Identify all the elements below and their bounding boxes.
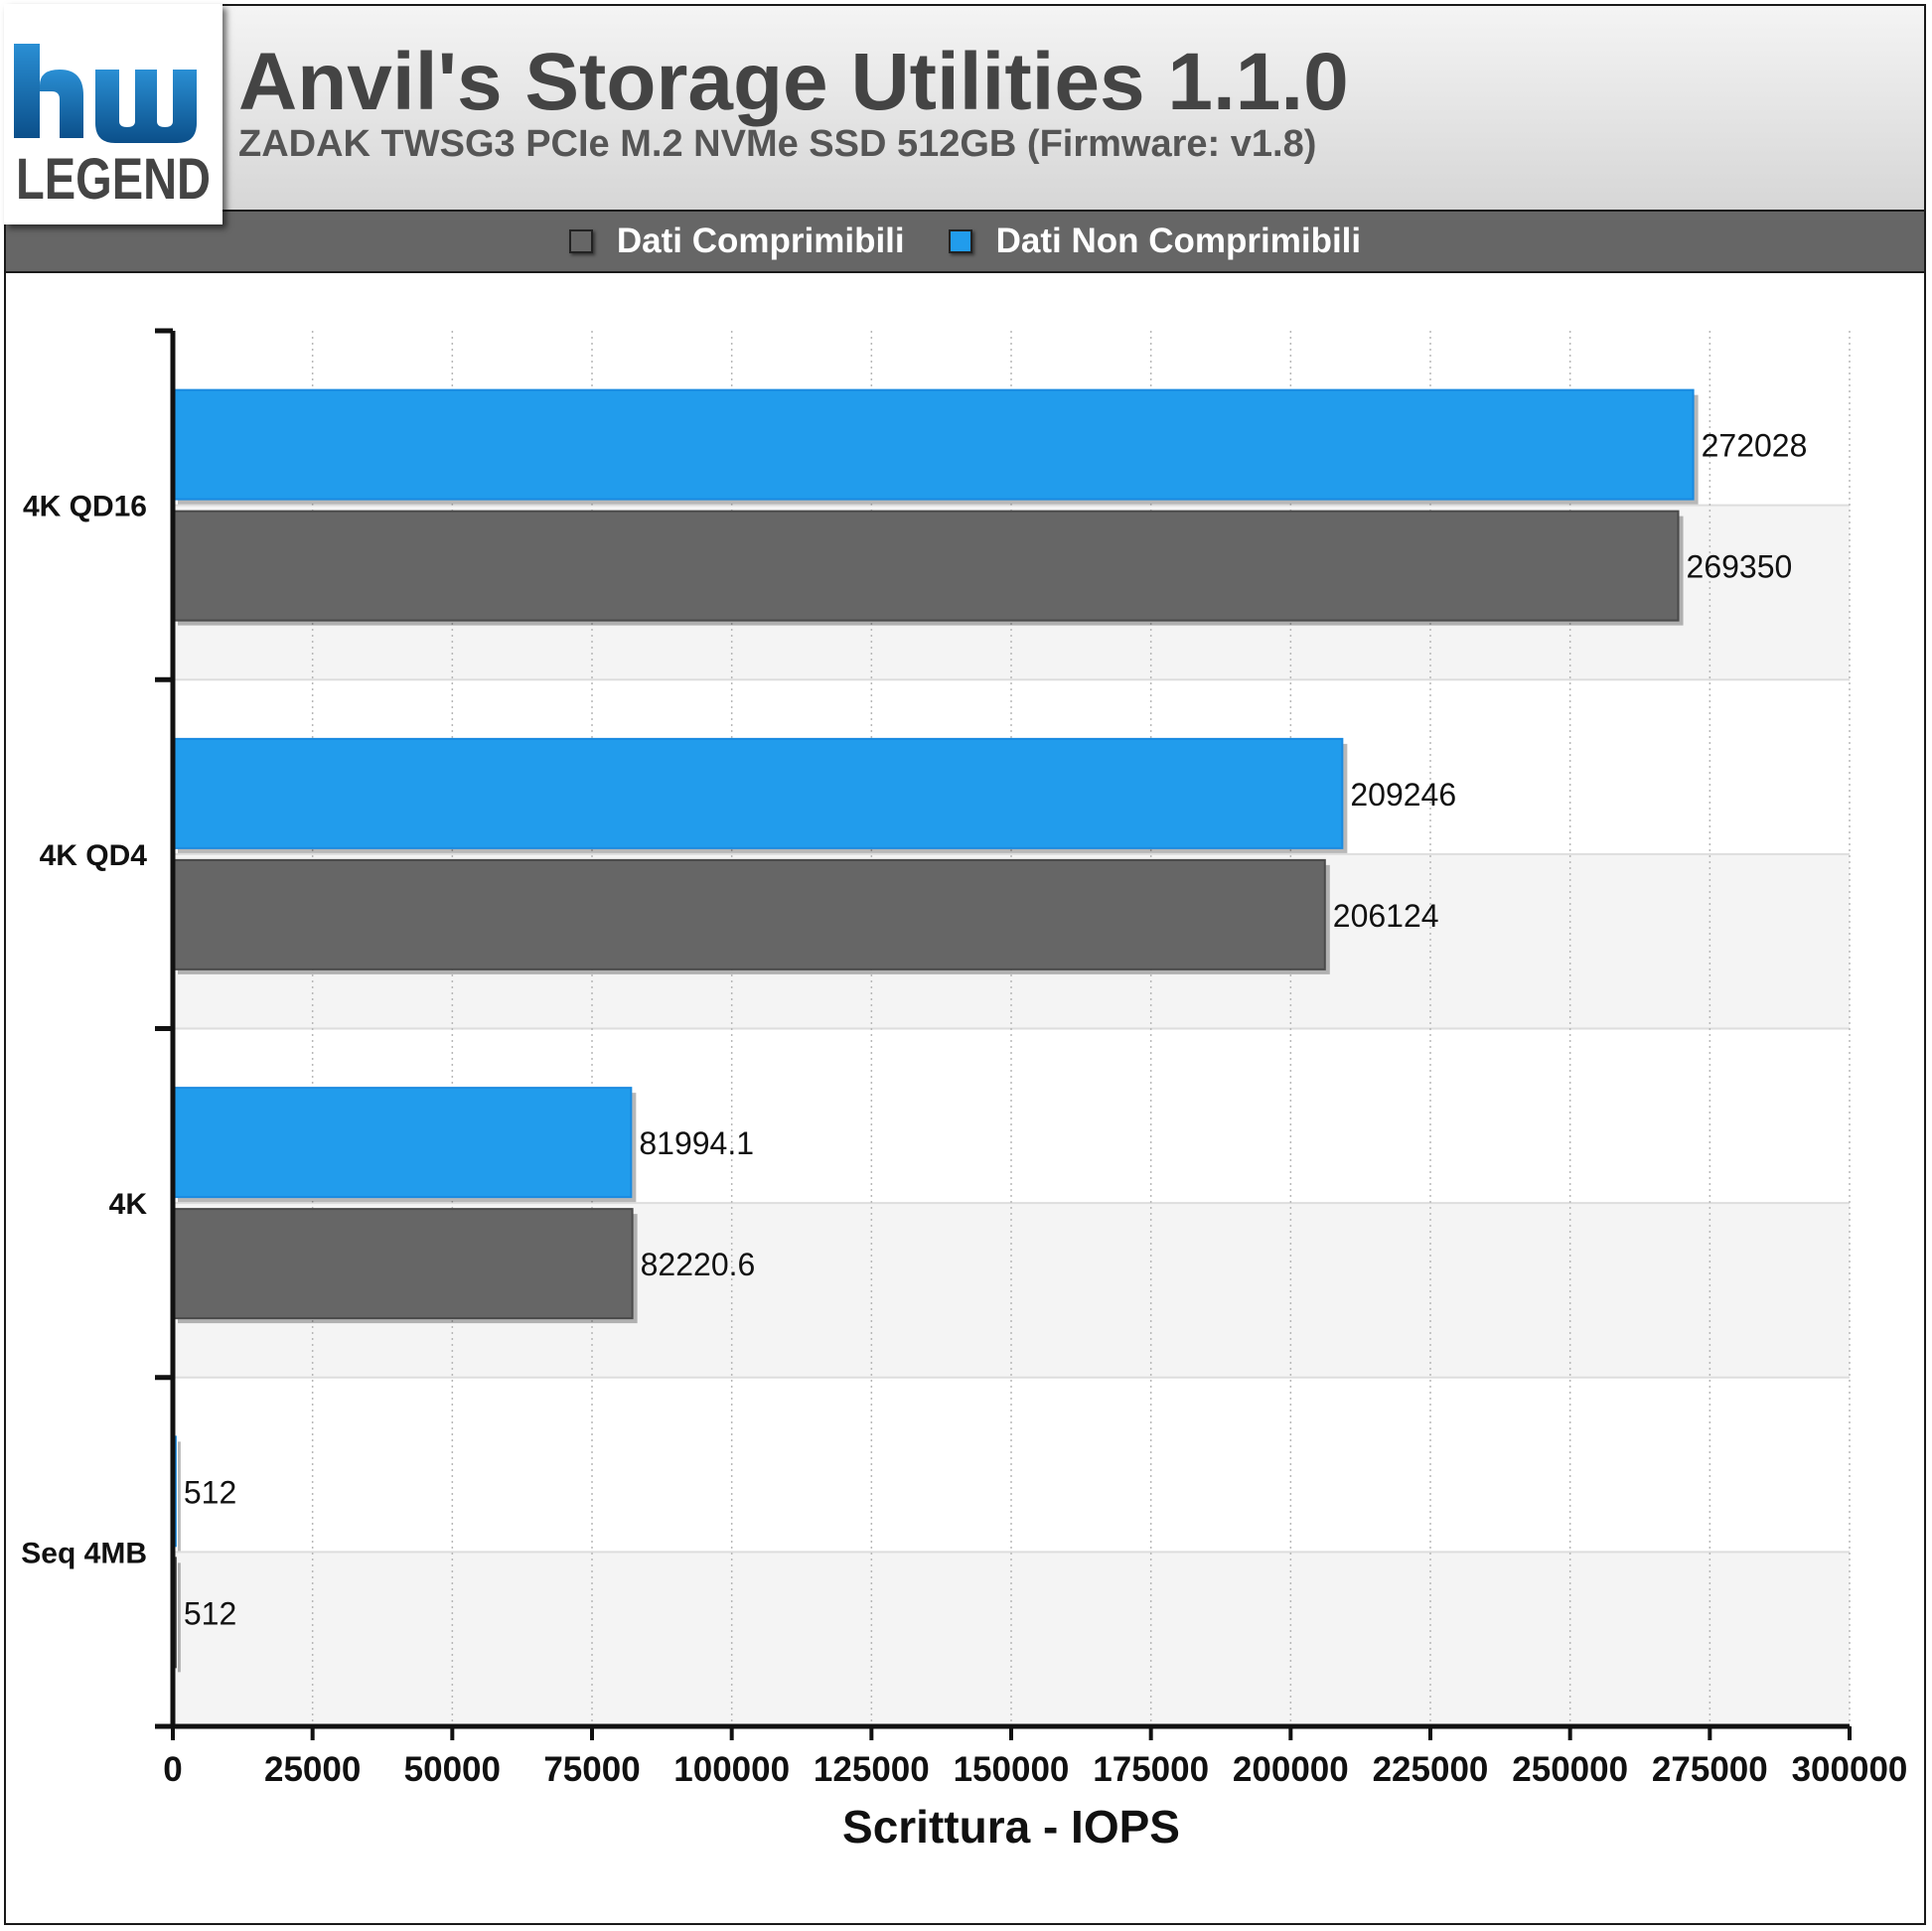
tick-labels: 0 25000 50000 75000 100000 125000 150000 175000… [163, 1750, 1907, 1789]
x-tick-label: 75000 [543, 1750, 640, 1789]
x-tick-label: 225000 [1373, 1750, 1489, 1789]
bar-incompressible [172, 388, 1695, 501]
x-tick-label: 150000 [954, 1750, 1070, 1789]
x-tick-label: 300000 [1792, 1750, 1908, 1789]
hwlegend-logo: LEGEND [4, 4, 223, 224]
chart-subtitle: ZADAK TWSG3 PCIe M.2 NVMe SSD 512GB (Fir… [238, 123, 1317, 165]
value-label: 512 [184, 1595, 236, 1631]
value-label: 512 [184, 1474, 236, 1510]
category-label: 4K QD16 [23, 491, 147, 523]
chart-title: Anvil's Storage Utilities 1.1.0 [238, 37, 1349, 127]
bar-compressible [172, 510, 1680, 622]
legend-swatch-compressible [568, 229, 593, 253]
value-label: 209246 [1350, 777, 1456, 813]
chart-header [4, 4, 1926, 211]
bar-incompressible [172, 737, 1344, 849]
x-axis-label: Scrittura - IOPS [842, 1801, 1180, 1853]
legend-item-compressible[interactable]: Dati Comprimibili [568, 222, 905, 261]
legend-label-incompressible: Dati Non Comprimibili [995, 222, 1362, 260]
category-label: Seq 4MB [21, 1537, 147, 1569]
legend-item-incompressible[interactable]: Dati Non Comprimibili [948, 222, 1362, 261]
bar-compressible [172, 1208, 634, 1320]
x-tick-label: 175000 [1093, 1750, 1209, 1789]
x-tick-label: 275000 [1652, 1750, 1768, 1789]
bar-incompressible [172, 1087, 633, 1199]
x-tick-label: 50000 [404, 1750, 501, 1789]
x-tick-label: 0 [163, 1750, 182, 1789]
value-label: 272028 [1702, 428, 1808, 464]
value-label: 269350 [1687, 549, 1793, 585]
value-label: 206124 [1333, 898, 1439, 934]
bars [172, 388, 1699, 1673]
bar-shadow [178, 1441, 181, 1552]
category-labels: 4K QD16 4K QD4 4K Seq 4MB [21, 491, 147, 1570]
value-label: 82220.6 [641, 1247, 756, 1282]
axes [155, 328, 1852, 1740]
value-label: 81994.1 [639, 1125, 754, 1161]
category-label: 4K [109, 1188, 148, 1221]
bar-shadow [178, 1562, 181, 1673]
logo-graphic: LEGEND [14, 44, 211, 212]
legend-label-compressible: Dati Comprimibili [616, 222, 905, 260]
value-labels: 272028 269350 209246 206124 81994.1 82220.6 51… [184, 428, 1808, 1632]
x-tick-label: 100000 [673, 1750, 790, 1789]
legend-swatch-incompressible [948, 229, 972, 253]
x-tick-label: 250000 [1512, 1750, 1628, 1789]
x-tick-label: 200000 [1233, 1750, 1349, 1789]
bar-compressible [172, 858, 1326, 970]
x-tick-label: 125000 [814, 1750, 930, 1789]
logo-text: LEGEND [16, 147, 211, 212]
legend: Dati Comprimibili Dati Non Comprimibili [4, 210, 1926, 273]
category-label: 4K QD4 [40, 839, 148, 872]
x-tick-label: 25000 [264, 1750, 361, 1789]
